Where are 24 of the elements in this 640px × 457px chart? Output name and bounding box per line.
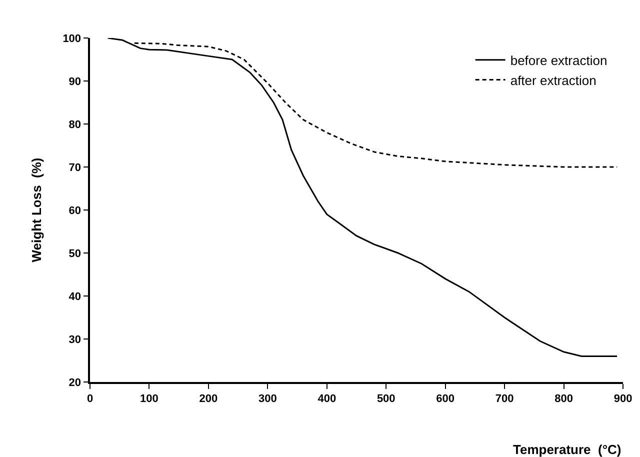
x-axis-title: Temperature (°C) xyxy=(513,442,622,457)
x-tick-label: 700 xyxy=(495,392,514,405)
y-tick-label: 40 xyxy=(68,290,82,303)
y-tick-label: 70 xyxy=(68,162,82,174)
y-tick-label: 60 xyxy=(68,204,82,217)
x-tick-label: 100 xyxy=(140,392,158,405)
x-tick-label: 300 xyxy=(258,392,277,405)
x-tick-label: 900 xyxy=(614,392,632,405)
x-tick-label: 800 xyxy=(554,392,573,405)
legend-label: before extraction xyxy=(510,52,608,68)
x-tick-label: 600 xyxy=(436,392,455,405)
y-tick-label: 100 xyxy=(62,32,82,45)
x-tick-label: 400 xyxy=(318,392,336,405)
y-tick-label: 20 xyxy=(68,376,82,389)
y-axis-title: Weight Loss (%) xyxy=(29,158,44,262)
line-series xyxy=(107,38,618,357)
legend-label: after extraction xyxy=(510,72,596,88)
x-tick-label: 500 xyxy=(376,392,396,405)
y-tick-label: 80 xyxy=(68,118,82,131)
x-tick-label: 200 xyxy=(199,392,218,405)
y-tick-label: 90 xyxy=(68,76,82,88)
x-tick-label: 0 xyxy=(86,392,94,405)
y-tick-label: 30 xyxy=(68,334,82,346)
y-tick-label: 50 xyxy=(68,248,82,260)
